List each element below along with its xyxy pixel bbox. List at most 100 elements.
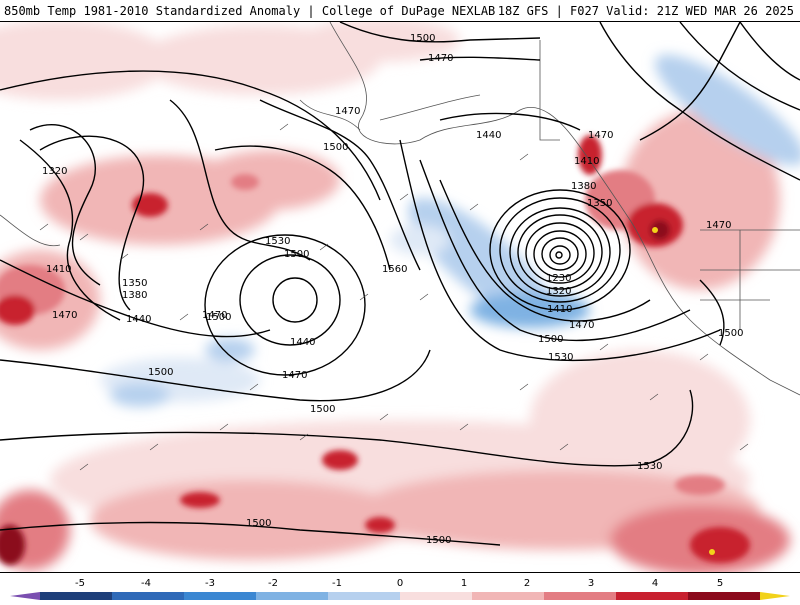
contour-label: 1560 [382,264,407,275]
contour-label: 1530 [265,236,290,247]
wind-barbs [39,123,749,471]
warm-anomaly-area [300,22,460,62]
contour-line [599,22,800,181]
contour-label: 1410 [46,264,71,275]
contour-line [39,135,145,311]
anomaly-map: 1500 1470 1320 1470 1440 1470 1500 1410 … [0,22,800,572]
coastline [0,214,61,247]
contour-line [533,230,587,278]
contour-label: 1530 [548,352,573,363]
warm-anomaly-area [90,480,410,560]
contour-line [549,245,571,265]
contour-label: 1440 [126,314,151,325]
colorbar-label: -2 [268,578,278,589]
colorbar-svg: -5 -4 -3 -2 -1 0 1 2 3 4 5 [10,578,790,600]
contour-line [419,56,541,61]
contour-line [739,22,800,81]
colorbar-label: 5 [717,578,723,589]
contour-label: 1500 [284,249,309,260]
contour-label: 1380 [571,181,596,192]
warm-anomaly-core [675,475,725,495]
colorbar-label: 1 [461,578,467,589]
warm-anomaly-core [180,492,220,508]
contour-label: 1350 [122,278,147,289]
contour-label: 1470 [569,320,594,331]
contour-line [489,189,631,311]
colorbar-segment [616,592,688,600]
contour-label: 1470 [706,220,731,231]
coastlines [0,22,800,396]
colorbar-label: 4 [652,578,658,589]
extreme-anomaly-spot [709,549,715,555]
coastline [329,22,800,396]
contour-label: 1470 [428,53,453,64]
contour-label: 1320 [42,166,67,177]
anomaly-colorbar: -5 -4 -3 -2 -1 0 1 2 3 4 5 [0,572,800,600]
cold-anomaly-area [390,225,450,255]
contour-label: 1230 [546,273,571,284]
colorbar-end-warm [760,592,790,600]
contour-line [0,259,271,338]
warm-anomaly-core [365,517,395,533]
colorbar-segment [256,592,328,600]
contour-label: 1470 [52,310,77,321]
contour-line [272,277,318,323]
colorbar-segment [544,592,616,600]
map-header: 850mb Temp 1981-2010 Standardized Anomal… [0,0,800,22]
colorbar-segment [400,592,472,600]
contour-line [399,139,721,362]
state-borders [700,229,800,330]
contour-label: 1500 [426,535,451,546]
contour-line [439,179,651,322]
colorbar-label: -1 [332,578,342,589]
contour-line [19,139,121,321]
colorbar-segment [688,592,760,600]
contour-label: 1410 [574,156,599,167]
contour-label: 1350 [587,198,612,209]
contour-label: 1500 [718,328,743,339]
colorbar-label: 0 [397,578,403,589]
colorbar-end-cold [10,592,40,600]
contour-line [339,22,541,43]
cold-anomaly-area [205,338,255,362]
extreme-anomaly-spot [652,227,658,233]
contour-label: 1440 [476,130,501,141]
contour-line [169,99,311,261]
contour-line [555,251,563,259]
warm-anomaly-area [200,150,340,210]
colorbar-segment [184,592,256,600]
warm-anomaly-core [650,220,670,240]
contour-line [509,207,611,297]
contour-line [525,222,595,284]
contour-line [0,521,501,546]
warm-anomaly-core [231,174,259,190]
strong-warm-shading [0,135,750,565]
wind-barb [39,123,749,471]
coastline [299,99,361,131]
contour-line [699,279,725,346]
colorbar-label: -4 [141,578,151,589]
contour-label: 1470 [588,130,613,141]
contour-label: 1500 [538,334,563,345]
contour-label: 1470 [335,106,360,117]
warm-anomaly-core [0,295,35,325]
contour-line [214,145,391,271]
warm-anomaly-core [578,135,602,175]
height-contours [0,22,800,546]
contour-label: 1380 [122,290,147,301]
contour-label: 1500 [246,518,271,529]
contour-label: 1500 [206,312,231,323]
colorbar-label: 2 [524,578,530,589]
contour-labels: 1500 1470 1320 1470 1440 1470 1500 1410 … [42,33,743,546]
contour-line [0,349,431,402]
contour-line [419,159,691,342]
contour-label: 1440 [290,337,315,348]
coastline [379,94,481,121]
contour-label: 1500 [148,367,173,378]
contour-line [439,112,581,131]
warm-anomaly-core [322,450,358,470]
contour-label: 1470 [202,310,227,321]
cold-anomaly-area [654,54,800,166]
cold-anomaly-area [408,197,552,323]
contour-line [239,254,341,346]
